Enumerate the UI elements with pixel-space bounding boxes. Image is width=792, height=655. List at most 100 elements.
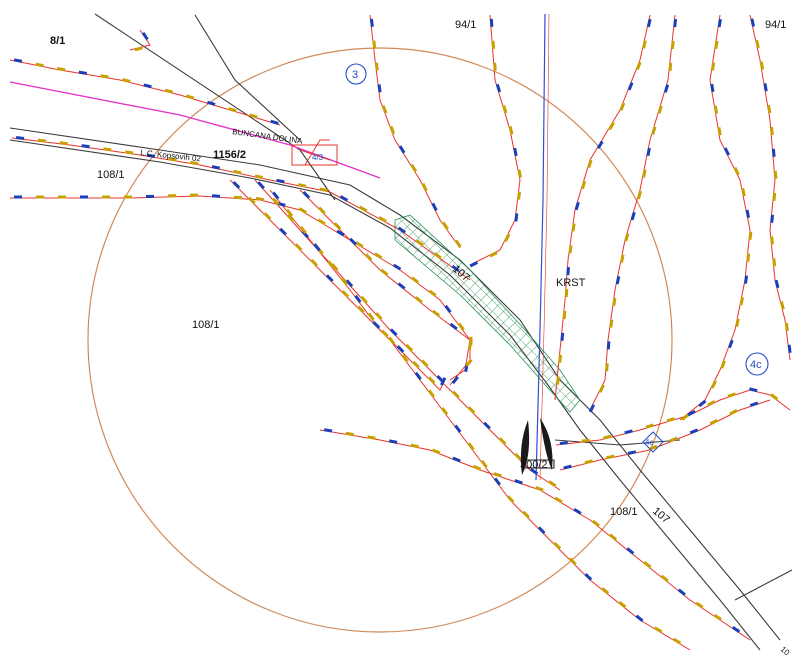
elevation-tick bbox=[779, 301, 785, 310]
elevation-tick bbox=[412, 360, 420, 369]
contour-line bbox=[679, 14, 751, 421]
elevation-tick bbox=[272, 191, 280, 200]
elevation-tick bbox=[568, 557, 577, 566]
elevation-tick bbox=[441, 221, 449, 230]
elevation-tick bbox=[364, 253, 373, 262]
elevation-tick bbox=[608, 121, 615, 131]
contour-line bbox=[749, 14, 791, 361]
elevation-tick bbox=[254, 174, 264, 180]
parcel-label-107-b: 107 bbox=[650, 505, 672, 526]
elevation-tick bbox=[514, 479, 523, 485]
elevation-tick bbox=[397, 282, 406, 290]
contour-lines bbox=[9, 14, 791, 651]
contour-line bbox=[469, 14, 521, 266]
elevation-tick bbox=[774, 279, 780, 289]
elevation-tick bbox=[452, 390, 460, 399]
elevation-tick bbox=[710, 62, 716, 71]
elevation-tick bbox=[514, 213, 519, 222]
elevation-tick bbox=[609, 533, 618, 541]
elevation-tick bbox=[495, 83, 502, 93]
elevation-tick bbox=[228, 107, 237, 113]
elevation-tick bbox=[537, 526, 546, 535]
elevation-tick bbox=[767, 104, 772, 114]
elevation-tick bbox=[392, 263, 402, 271]
parcel-label-8-1: 8/1 bbox=[50, 35, 65, 47]
elevation-tick bbox=[302, 191, 311, 199]
elevation-tick bbox=[325, 274, 334, 283]
elevation-tick bbox=[317, 218, 326, 226]
elevation-tick bbox=[668, 62, 673, 71]
elevation-tick bbox=[514, 452, 523, 461]
elevation-tick bbox=[323, 428, 333, 433]
elevation-tick bbox=[298, 207, 307, 214]
elevation-tick bbox=[728, 339, 734, 349]
elevation-tick bbox=[739, 297, 745, 306]
elevation-tick bbox=[397, 226, 407, 234]
elevation-tick bbox=[421, 182, 428, 192]
elevation-tick bbox=[493, 472, 502, 478]
parcel-label-94-1-a: 94/1 bbox=[455, 19, 476, 31]
elevation-tick bbox=[367, 435, 376, 440]
elevation-tick bbox=[710, 83, 715, 93]
elevation-tick bbox=[556, 376, 560, 385]
elevation-tick bbox=[414, 296, 423, 304]
elevation-tick bbox=[78, 70, 88, 75]
elevation-tick bbox=[564, 288, 569, 298]
elevation-tick bbox=[714, 40, 719, 49]
place-name-buncana-dolina: BUNCANA DOLINA bbox=[232, 127, 304, 146]
svg-text:3: 3 bbox=[352, 69, 358, 81]
elevation-tick bbox=[606, 454, 615, 460]
elevation-tick bbox=[612, 297, 617, 306]
elevation-tick bbox=[414, 371, 422, 381]
elevation-tick bbox=[615, 275, 621, 285]
elevation-tick bbox=[13, 58, 23, 63]
elevation-tick bbox=[381, 105, 388, 114]
elevation-tick bbox=[398, 145, 406, 154]
elevation-tick bbox=[635, 61, 642, 71]
elevation-tick bbox=[378, 216, 387, 223]
elevation-tick bbox=[58, 195, 66, 199]
elevation-tick bbox=[388, 336, 396, 345]
elevation-tick bbox=[146, 153, 156, 158]
elevation-tick bbox=[502, 104, 508, 114]
elevation-tick bbox=[431, 309, 441, 317]
elevation-tick bbox=[666, 417, 676, 423]
elevation-tick bbox=[506, 495, 515, 504]
elevation-tick bbox=[670, 40, 675, 50]
road-branch-4 bbox=[734, 569, 792, 601]
marker-4c-circle: 4c bbox=[745, 352, 769, 376]
elevation-tick bbox=[489, 251, 498, 258]
elevation-tick bbox=[698, 399, 707, 408]
elevation-tick bbox=[339, 195, 349, 202]
elevation-tick bbox=[103, 147, 112, 152]
elevation-tick bbox=[710, 380, 717, 389]
elevation-tick bbox=[645, 423, 655, 429]
elevation-tick bbox=[784, 322, 789, 332]
contour-line bbox=[229, 179, 691, 651]
elevation-tick bbox=[81, 144, 90, 149]
elevation-tick bbox=[626, 547, 635, 555]
parcel-label-1156-2: 1156/2 bbox=[213, 149, 246, 161]
elevation-tick bbox=[605, 363, 609, 372]
contour-line bbox=[589, 14, 676, 411]
elevation-tick bbox=[566, 266, 570, 276]
elevation-tick bbox=[689, 428, 699, 435]
elevation-tick bbox=[749, 401, 759, 407]
elevation-tick bbox=[773, 170, 778, 179]
elevation-tick bbox=[517, 191, 522, 200]
elevation-tick bbox=[272, 197, 280, 206]
elevation-tick bbox=[59, 141, 68, 146]
elevation-tick bbox=[581, 438, 590, 443]
elevation-tick bbox=[588, 404, 596, 413]
elevation-tick bbox=[349, 237, 357, 246]
elevation-tick bbox=[167, 194, 176, 198]
elevation-tick bbox=[643, 561, 652, 569]
elevation-tick bbox=[427, 389, 436, 398]
elevation-tick bbox=[141, 31, 149, 41]
elevation-tick bbox=[624, 232, 630, 242]
elevation-tick bbox=[451, 264, 460, 273]
elevation-tick bbox=[124, 195, 132, 199]
elevation-tick bbox=[535, 486, 544, 492]
elevation-tick bbox=[257, 181, 265, 190]
elevation-tick bbox=[745, 209, 751, 219]
